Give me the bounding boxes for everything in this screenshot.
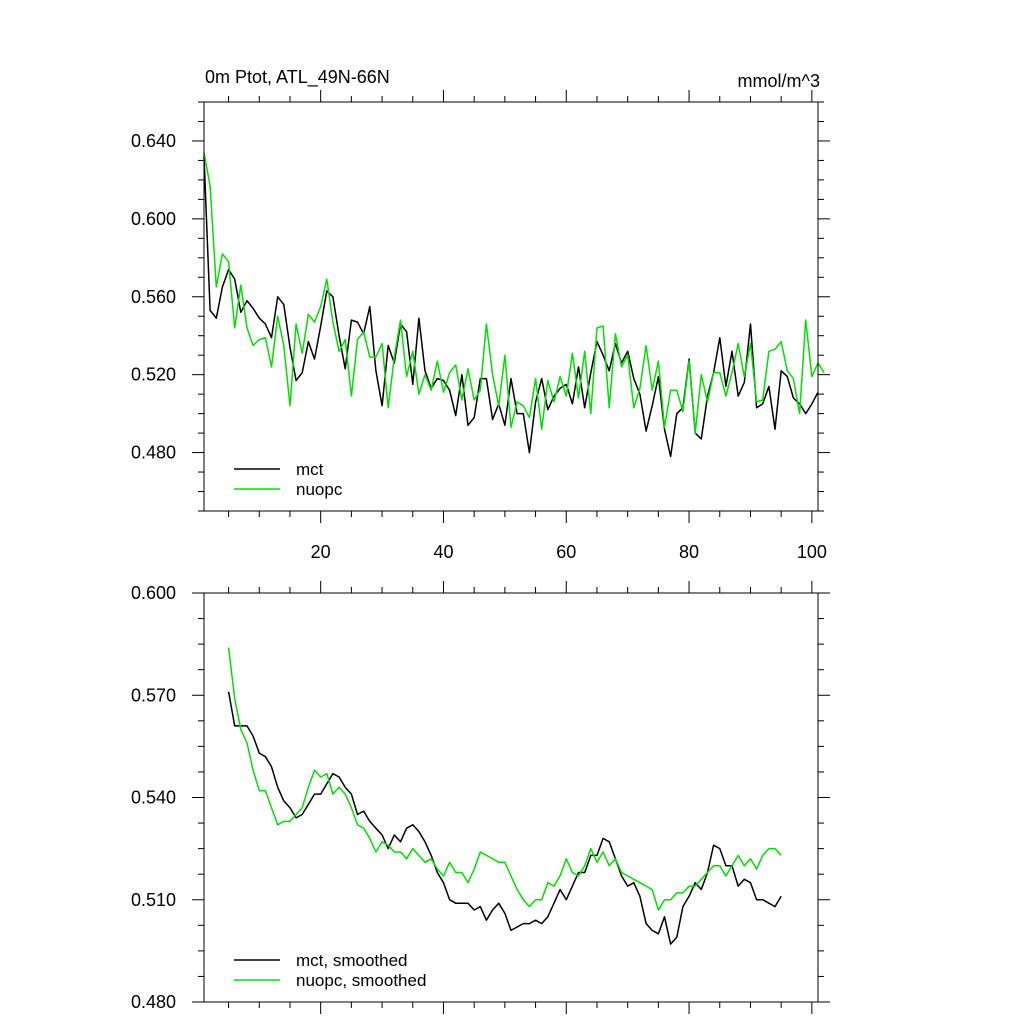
top-y-tick-label: 0.520 — [131, 365, 176, 385]
bottom-legend-label-1: nuopc, smoothed — [296, 971, 426, 990]
bottom-plot-frame — [203, 592, 819, 1003]
bottom-panel: 0.480 0.510 0.540 0.570 0.600 mct, smoothedn… — [131, 581, 830, 1014]
top-chart-title: 0m Ptot, ATL_49N-66N — [205, 67, 390, 88]
top-y-tick-label: 0.480 — [131, 443, 176, 463]
bottom-y-tick-label: 0.540 — [131, 788, 176, 808]
top-axis-ticks — [192, 90, 830, 523]
top-legend-label-1: nuopc — [296, 480, 343, 499]
top-legend-label-0: mct — [296, 460, 324, 479]
top-x-tick-label: 20 — [311, 542, 331, 562]
bottom-series-line-0 — [227, 691, 782, 945]
top-x-tick-label: 80 — [679, 542, 699, 562]
bottom-y-tick-label: 0.600 — [131, 583, 176, 603]
top-x-tick-label: 60 — [556, 542, 576, 562]
bottom-y-tick-label: 0.510 — [131, 890, 176, 910]
bottom-plot-marks — [227, 647, 782, 945]
bottom-axis-ticks — [192, 581, 830, 1014]
top-y-tick-label: 0.640 — [131, 131, 176, 151]
top-chart-units: mmol/m^3 — [738, 71, 820, 91]
bottom-y-tick-labels: 0.480 0.510 0.540 0.570 0.600 — [131, 583, 176, 1012]
bottom-y-tick-label: 0.570 — [131, 685, 176, 705]
top-plot-frame — [203, 101, 819, 512]
top-y-tick-labels: 0.480 0.520 0.560 0.600 0.640 — [131, 131, 176, 463]
bottom-y-tick-label: 0.480 — [131, 992, 176, 1012]
top-y-tick-label: 0.600 — [131, 209, 176, 229]
top-x-tick-label: 40 — [433, 542, 453, 562]
top-series-line-0 — [203, 156, 819, 458]
top-y-tick-label: 0.560 — [131, 287, 176, 307]
top-plot-marks — [203, 152, 825, 458]
top-series-line-1 — [203, 152, 825, 434]
top-x-tick-label: 100 — [797, 542, 827, 562]
bottom-legend-label-0: mct, smoothed — [296, 951, 408, 970]
bottom-series-line-1 — [227, 647, 782, 911]
top-x-tick-labels: 20 40 60 80 100 — [311, 542, 827, 562]
top-panel: 0m Ptot, ATL_49N-66N mmol/m^3 0.480 0.520… — [131, 67, 830, 562]
